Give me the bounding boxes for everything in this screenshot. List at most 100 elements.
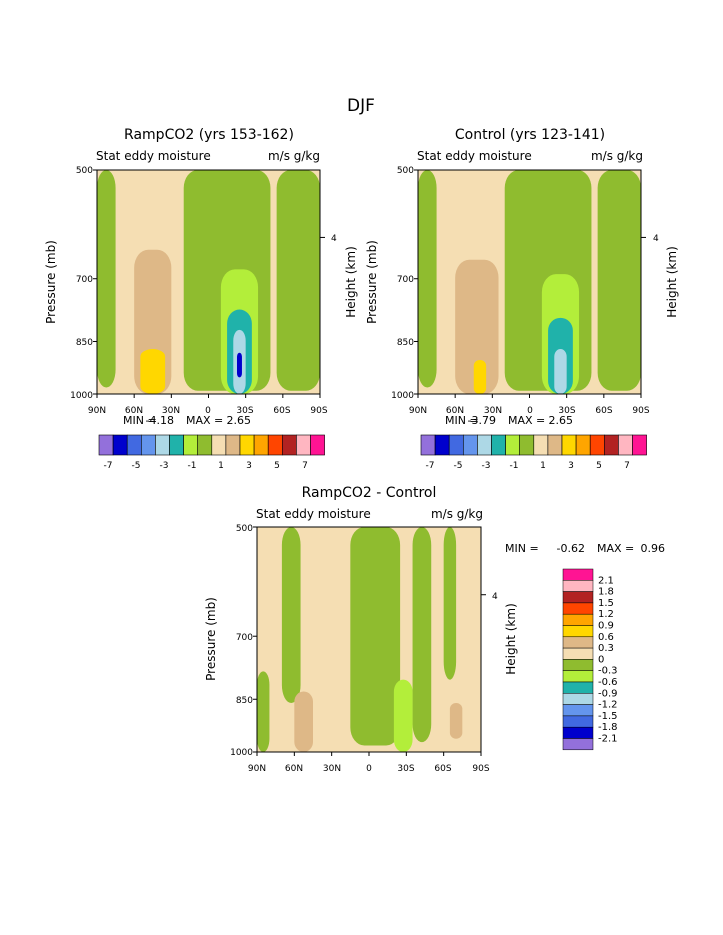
colorbar-swatch xyxy=(505,434,521,456)
contour-region xyxy=(281,527,301,704)
x-tick-30s: 30S xyxy=(558,406,575,416)
contour-region xyxy=(554,348,567,394)
y-tick-700: 700 xyxy=(236,633,253,643)
panel-title: Control (yrs 123-141) xyxy=(455,127,605,143)
colorbar-label: -5 xyxy=(454,461,463,471)
colorbar-label: -1.2 xyxy=(598,700,618,711)
min-label: MIN = xyxy=(123,414,157,427)
panel-subtitle: Stat eddy moisture xyxy=(256,507,371,521)
colorbar-swatch xyxy=(477,434,492,456)
colorbar-label: 2.1 xyxy=(598,575,614,586)
x-tick-90n: 90N xyxy=(409,406,427,416)
max-label: MAX = xyxy=(597,542,634,555)
colorbar-swatch xyxy=(169,434,184,456)
colorbar-swatch xyxy=(562,602,594,615)
colorbar-label: -1 xyxy=(188,461,197,471)
colorbar-label: 3 xyxy=(568,461,574,471)
colorbar-label: -0.6 xyxy=(598,677,618,688)
contour-region xyxy=(597,170,641,391)
colorbar-label: -1.8 xyxy=(598,722,618,733)
plot-area xyxy=(253,526,486,756)
panel-units: m/s g/kg xyxy=(591,149,643,163)
min-value: -3.79 xyxy=(468,414,496,427)
colorbar-label: 1.8 xyxy=(598,587,614,598)
x-tick-30s: 30S xyxy=(236,406,253,416)
colorbar-swatch xyxy=(562,704,594,717)
colorbar-swatch xyxy=(491,434,506,456)
y-tick-1000: 1000 xyxy=(391,391,414,401)
x-tick-30n: 30N xyxy=(162,406,180,416)
colorbar-swatch xyxy=(98,434,114,456)
colorbar-vertical: 2.11.81.51.20.90.60.30-0.3-0.6-0.9-1.2-1… xyxy=(562,568,618,751)
colorbar-swatch xyxy=(562,738,594,751)
x-tick-30s: 30S xyxy=(397,764,414,774)
colorbar-swatch xyxy=(589,434,605,456)
panel-units: m/s g/kg xyxy=(431,507,483,521)
y-axis-label: Pressure (mb) xyxy=(204,597,218,681)
colorbar-label: 5 xyxy=(596,461,602,471)
colorbar-swatch xyxy=(618,434,633,456)
contour-region xyxy=(350,527,401,746)
figure-title: DJF xyxy=(347,96,375,116)
max-label: MAX = xyxy=(186,414,223,427)
colorbar-swatch xyxy=(632,434,647,456)
colorbar-swatch xyxy=(562,568,594,581)
y-tick-1000: 1000 xyxy=(70,391,93,401)
x-tick-90s: 90S xyxy=(310,406,327,416)
colorbar-label: 7 xyxy=(302,461,308,471)
colorbar-label: -7 xyxy=(104,461,113,471)
colorbar-swatch xyxy=(155,434,170,456)
plot-area xyxy=(93,169,325,398)
contour-region xyxy=(455,259,499,394)
colorbar-label: -2.1 xyxy=(598,734,618,745)
colorbar-label: 1.5 xyxy=(598,598,614,609)
x-tick-60n: 60N xyxy=(446,406,464,416)
colorbar-label: -3 xyxy=(160,461,169,471)
x-tick-60s: 60S xyxy=(273,406,290,416)
colorbar-swatch xyxy=(420,434,436,456)
x-tick-90s: 90S xyxy=(632,406,649,416)
colorbar-label: 1 xyxy=(218,461,224,471)
contour-region xyxy=(473,359,487,394)
y-tick-700: 700 xyxy=(397,275,414,285)
y-tick-500: 500 xyxy=(397,166,414,176)
colorbar-swatch xyxy=(562,613,594,626)
colorbar-label: 0.9 xyxy=(598,621,614,632)
panel-subtitle: Stat eddy moisture xyxy=(417,149,532,163)
colorbar-label: -7 xyxy=(426,461,435,471)
min-label: MIN = xyxy=(505,542,539,555)
colorbar-swatch xyxy=(533,434,549,456)
colorbar-label: 3 xyxy=(246,461,252,471)
panel-units: m/s g/kg xyxy=(268,149,320,163)
y-tick-500: 500 xyxy=(76,166,93,176)
contour-region xyxy=(418,170,437,388)
panel-control: Control (yrs 123-141) Stat eddy moisture… xyxy=(365,127,679,471)
contour-region xyxy=(443,527,457,680)
colorbar-swatch xyxy=(112,434,128,456)
colorbar-label: 5 xyxy=(274,461,280,471)
y-axis-label-right: Height (km) xyxy=(665,246,679,317)
colorbar-label: -1 xyxy=(510,461,519,471)
y-tick-850: 850 xyxy=(76,338,93,348)
y-tick-850: 850 xyxy=(397,338,414,348)
colorbar-label: -0.9 xyxy=(598,688,618,699)
colorbar-label: 0 xyxy=(598,654,604,665)
plot-area xyxy=(414,169,646,398)
contour-region xyxy=(449,703,463,739)
x-tick-60n: 60N xyxy=(285,764,303,774)
colorbar-swatch xyxy=(434,434,450,456)
x-tick-60s: 60S xyxy=(434,764,451,774)
right-tick-4: 4 xyxy=(653,234,659,244)
colorbar-swatch xyxy=(562,591,594,604)
colorbar-label: -3 xyxy=(482,461,491,471)
x-tick-90n: 90N xyxy=(88,406,106,416)
max-value: 0.96 xyxy=(641,542,666,555)
colorbar-swatch xyxy=(562,715,594,728)
x-tick-0: 0 xyxy=(527,406,533,416)
colorbar-swatch xyxy=(562,693,594,705)
colorbar-swatch xyxy=(562,659,594,671)
colorbar-swatch xyxy=(239,434,255,456)
colorbar-swatch xyxy=(197,434,213,456)
x-tick-0: 0 xyxy=(205,406,211,416)
